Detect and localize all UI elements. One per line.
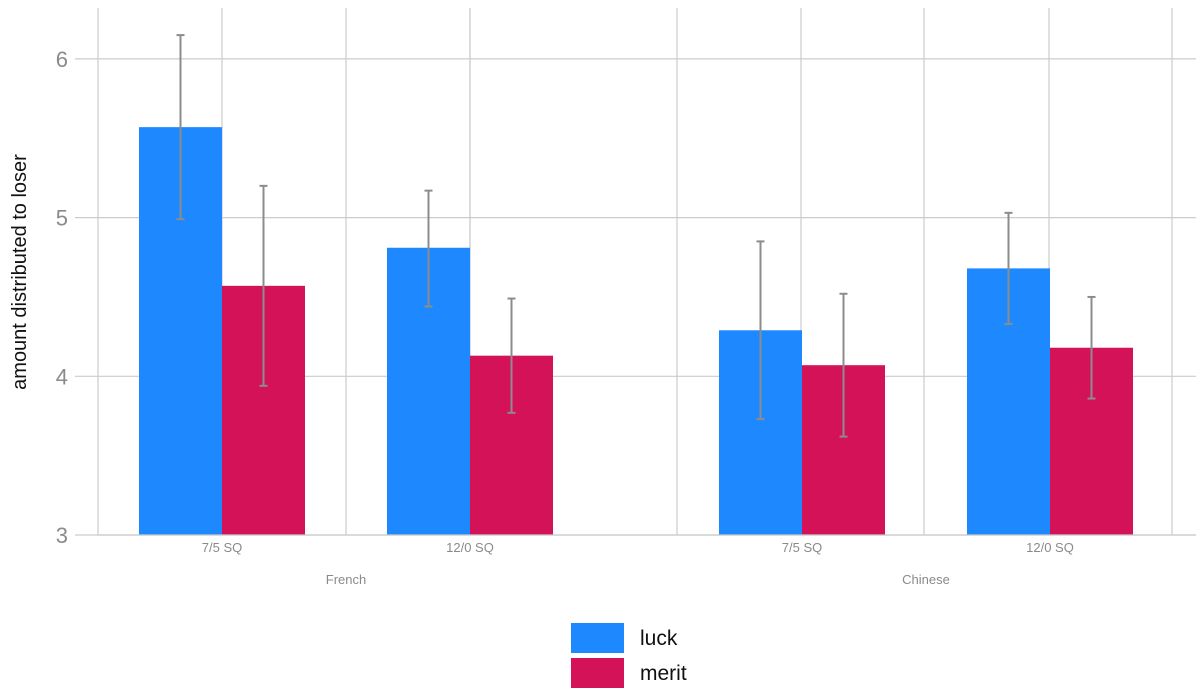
legend: luck merit — [571, 623, 687, 688]
error-bars — [176, 34, 1096, 438]
y-tick-label: 4 — [56, 364, 68, 389]
y-tick-label: 5 — [56, 206, 68, 231]
x-category-label: 7/5 SQ — [782, 540, 822, 555]
legend-swatch-merit — [571, 658, 624, 688]
x-group-label: French — [326, 572, 366, 587]
legend-label-luck: luck — [640, 627, 678, 650]
x-category-label: 12/0 SQ — [1026, 540, 1074, 555]
x-group-label: Chinese — [902, 572, 950, 587]
legend-label-merit: merit — [640, 662, 687, 685]
y-axis-label: amount distributed to loser — [9, 154, 31, 390]
axes: 3 4 5 6 7/5 SQ 12/0 SQ French 7/5 SQ 12/0 SQ Chin… — [56, 47, 1196, 587]
y-tick-label: 6 — [56, 47, 68, 72]
bars — [139, 127, 1133, 536]
x-category-label: 7/5 SQ — [202, 540, 242, 555]
x-category-label: 12/0 SQ — [446, 540, 494, 555]
legend-swatch-luck — [571, 623, 624, 653]
y-tick-label: 3 — [56, 523, 68, 548]
